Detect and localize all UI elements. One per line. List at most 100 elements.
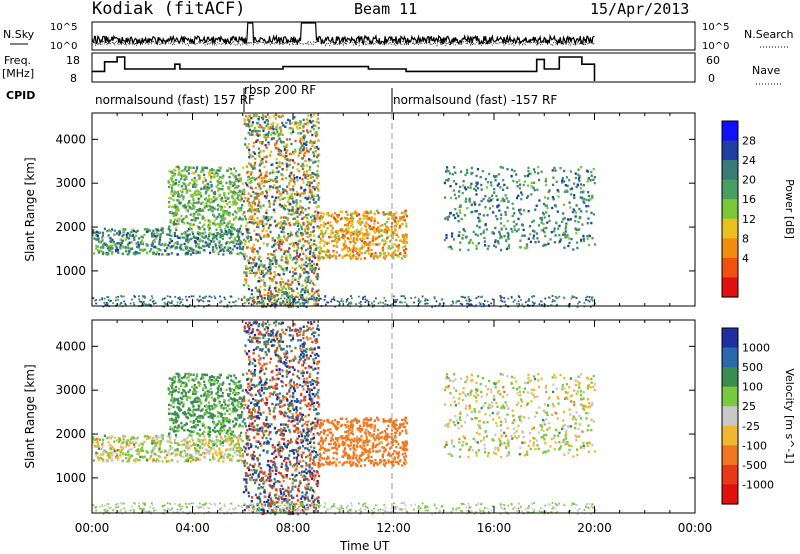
velocity-cell — [192, 373, 195, 376]
power-cell — [158, 253, 161, 256]
power-cell — [505, 227, 508, 231]
power-cell — [450, 235, 454, 238]
power-cell — [284, 291, 287, 294]
velocity-cell — [204, 426, 207, 429]
power-cell — [261, 269, 265, 273]
velocity-cell — [204, 448, 207, 451]
power-cell — [256, 192, 259, 196]
power-cell — [244, 143, 247, 146]
power-cell — [170, 179, 174, 182]
power-cell — [468, 300, 471, 303]
power-cell — [365, 214, 368, 218]
power-cell — [143, 228, 146, 231]
power-cell — [277, 273, 280, 276]
power-cell — [583, 197, 586, 201]
power-cell — [251, 304, 255, 307]
power-cell — [583, 302, 586, 304]
power-cell — [492, 211, 495, 214]
velocity-cell — [239, 449, 242, 452]
power-cell — [513, 299, 516, 302]
power-cell — [221, 184, 224, 188]
power-cell — [298, 213, 301, 216]
power-cell — [350, 234, 353, 237]
power-cell — [261, 158, 264, 161]
power-cell — [268, 218, 271, 221]
power-cell — [172, 212, 175, 215]
power-cell — [250, 116, 253, 120]
power-cell — [220, 205, 223, 209]
power-cell — [313, 201, 316, 204]
power-cell — [553, 230, 556, 233]
power-cell — [393, 295, 395, 298]
power-cell — [585, 299, 587, 301]
power-cell — [277, 244, 280, 247]
power-cell — [256, 221, 259, 224]
power-cell — [142, 303, 144, 306]
power-cell — [330, 300, 332, 303]
power-cell — [433, 297, 436, 300]
power-cell — [309, 114, 313, 117]
power-cell — [146, 252, 149, 255]
power-cell — [270, 133, 273, 136]
power-cell — [201, 296, 204, 299]
power-cell — [306, 178, 309, 181]
power-cell — [244, 218, 247, 221]
power-cell — [346, 213, 349, 216]
power-cell — [171, 188, 174, 191]
power-cell — [536, 188, 539, 191]
power-cell — [294, 302, 297, 305]
velocity-cell — [241, 440, 244, 443]
power-cell — [305, 289, 308, 292]
power-cell — [463, 186, 466, 189]
power-cell — [371, 252, 374, 256]
power-cell — [153, 299, 155, 302]
power-cell — [125, 303, 127, 306]
velocity-cell — [234, 386, 237, 390]
power-cell — [226, 169, 229, 172]
power-cell — [247, 209, 250, 213]
power-cell — [120, 302, 123, 304]
velocity-cell — [173, 398, 176, 402]
power-cell — [185, 298, 188, 301]
power-cell — [290, 302, 292, 304]
power-cell — [220, 199, 223, 202]
velocity-cell — [239, 438, 242, 441]
power-cell — [191, 232, 195, 235]
power-cell — [180, 169, 183, 173]
velocity-cell — [215, 444, 219, 448]
power-cell — [234, 201, 237, 204]
power-cell — [245, 271, 248, 274]
power-cell — [268, 188, 271, 191]
power-cell — [288, 175, 291, 178]
power-cell — [313, 217, 316, 220]
power-cell — [285, 254, 288, 257]
power-cell — [300, 208, 303, 212]
power-cell — [260, 237, 263, 240]
power-cell — [253, 302, 255, 305]
velocity-cell — [95, 441, 98, 444]
power-cell — [140, 300, 143, 303]
power-cell — [306, 149, 309, 153]
velocity-cell — [180, 401, 183, 404]
velocity-cell — [173, 441, 176, 445]
power-cell — [308, 298, 310, 301]
power-cell — [454, 197, 457, 200]
power-cell — [593, 181, 596, 185]
power-cell — [211, 200, 214, 203]
power-cell — [499, 295, 502, 297]
power-cell — [306, 224, 309, 227]
power-cell — [235, 211, 238, 214]
power-cell — [275, 113, 278, 116]
power-cell — [421, 295, 424, 298]
power-cell — [250, 210, 253, 214]
power-cell — [196, 298, 199, 301]
velocity-cell — [219, 443, 222, 446]
power-cell — [202, 180, 205, 183]
power-cell — [314, 220, 317, 223]
velocity-cell — [198, 420, 201, 423]
power-cell — [478, 226, 481, 229]
power-cell — [449, 212, 452, 215]
power-cell — [258, 151, 261, 155]
velocity-cell — [111, 458, 114, 461]
power-cell — [297, 162, 300, 166]
